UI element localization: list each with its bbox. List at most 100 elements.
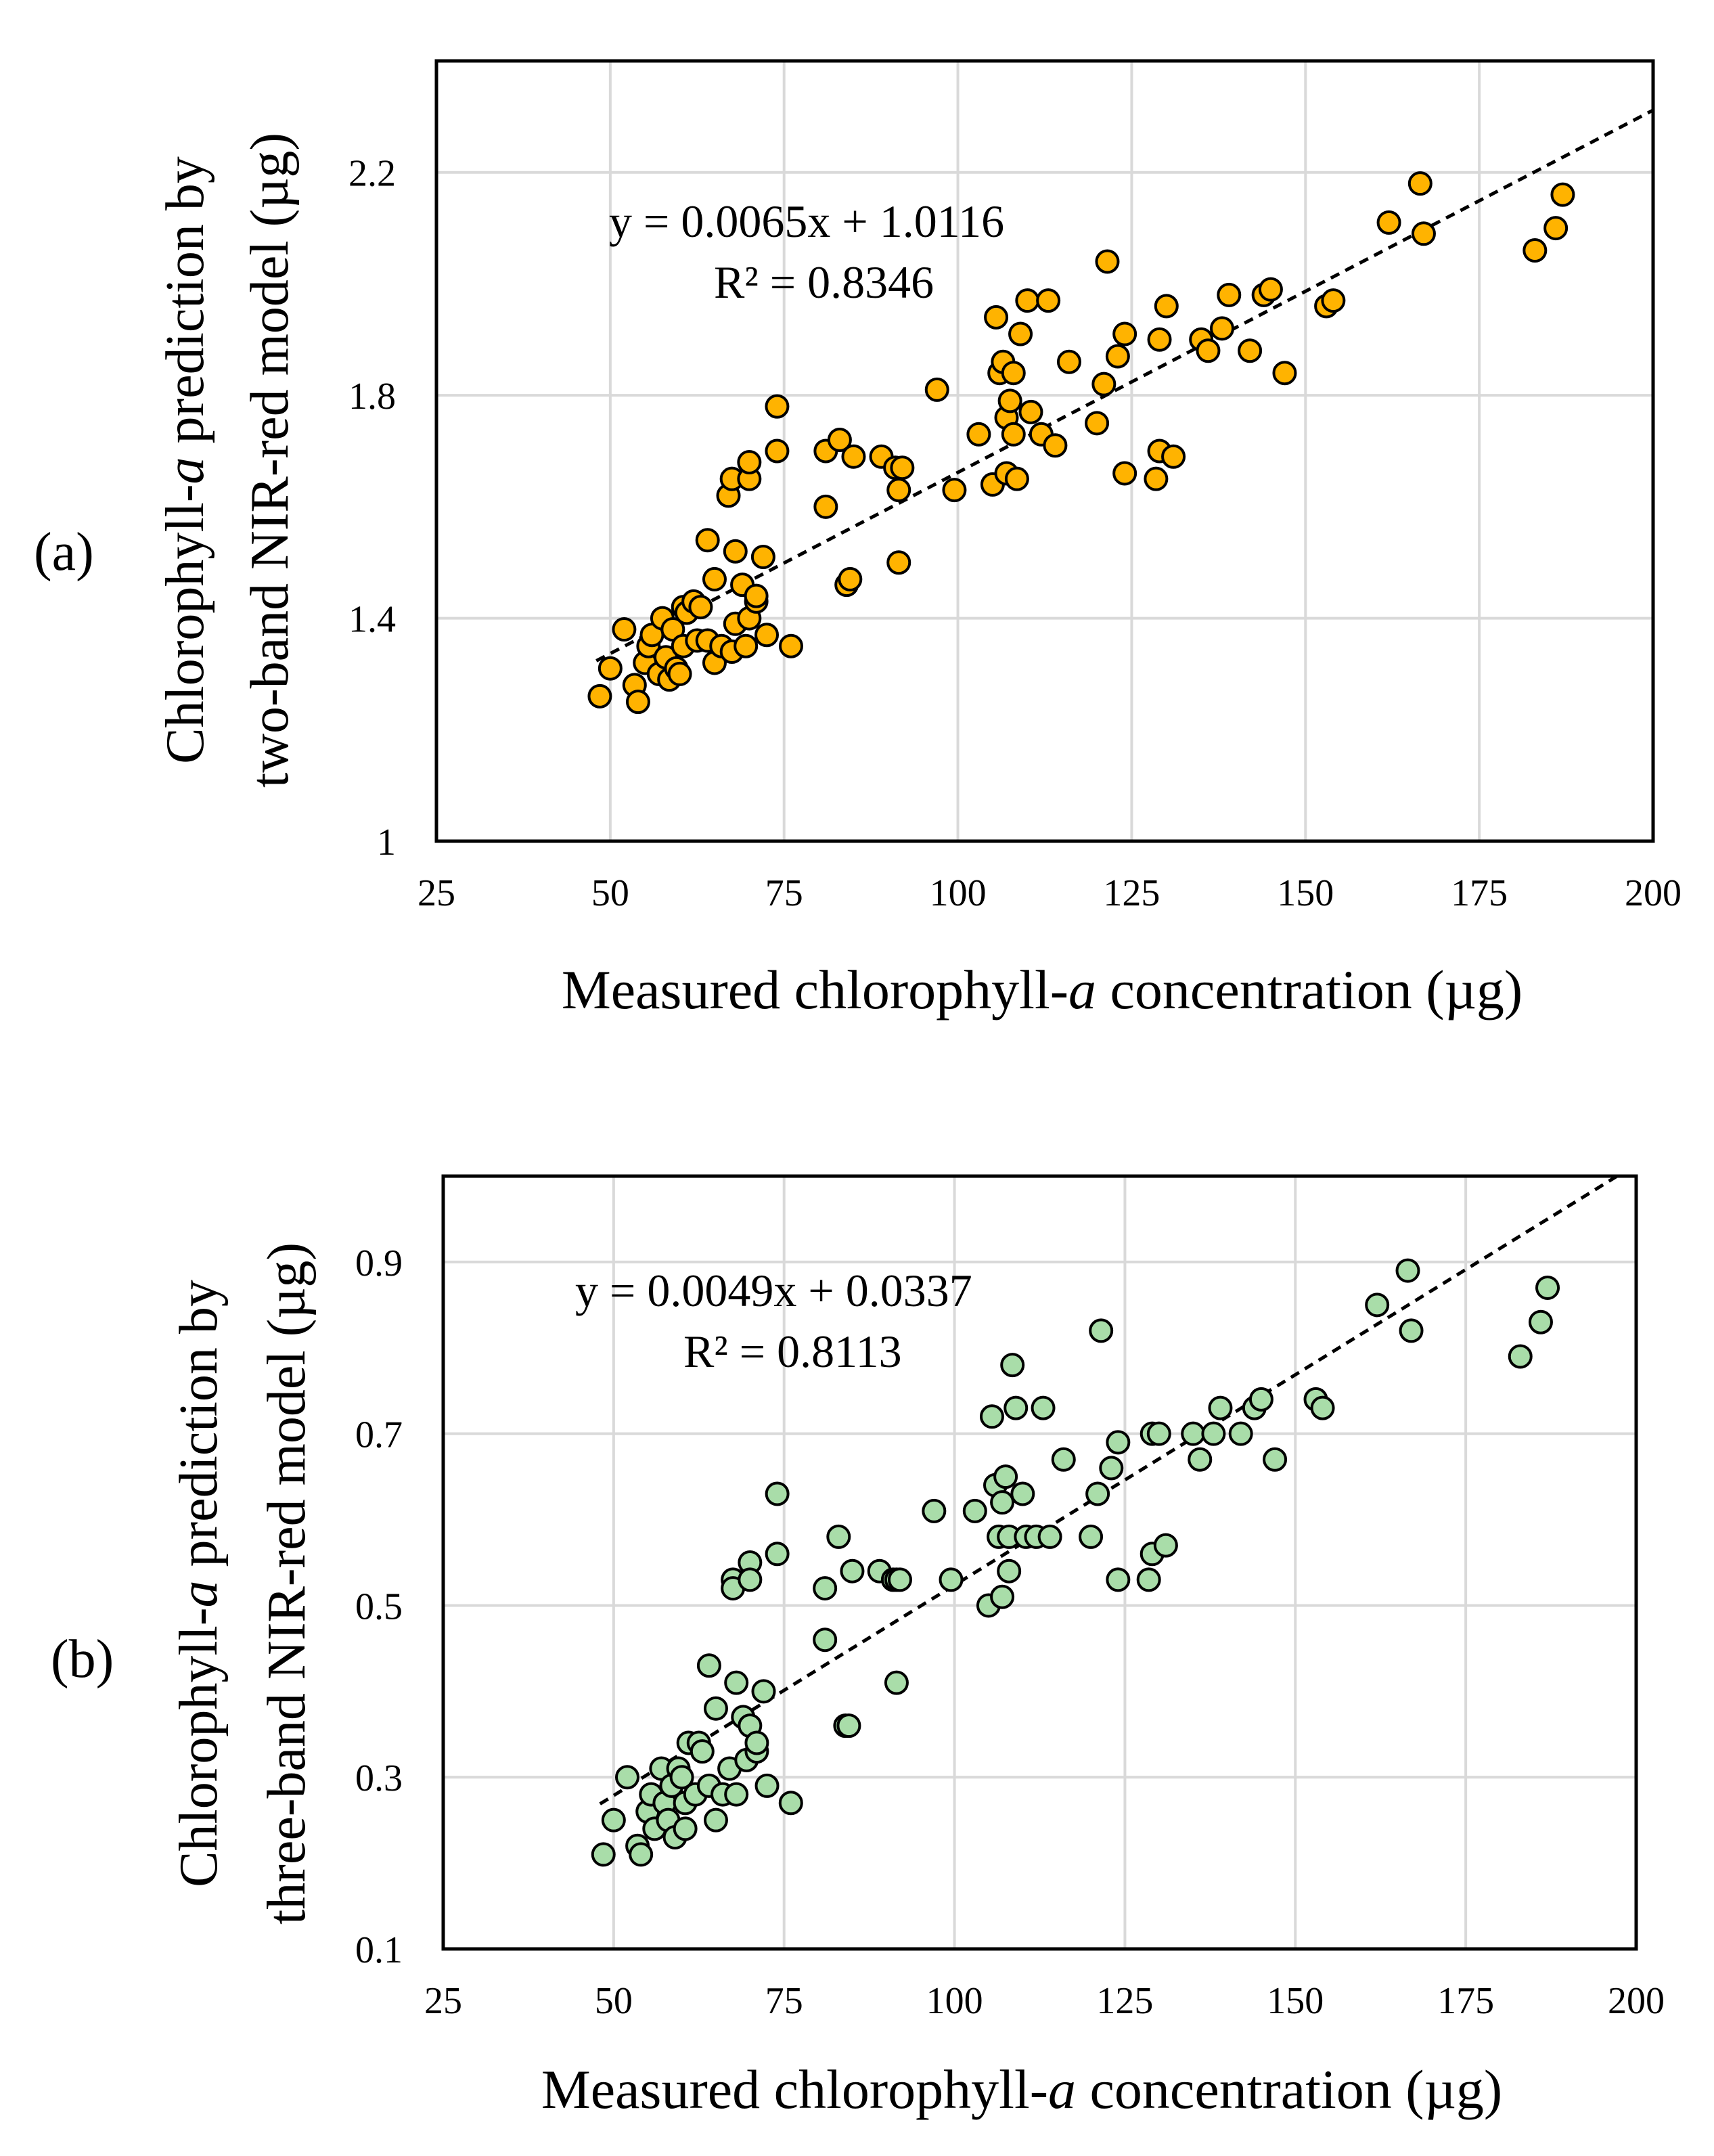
panel-b-data-point	[703, 1807, 728, 1833]
panel-b-data-point	[990, 1490, 1015, 1515]
panel-a-data-point	[1543, 216, 1569, 241]
panel-a-data-point	[1001, 361, 1026, 386]
panel-b-data-point	[1136, 1567, 1161, 1592]
panel-a-data-point	[625, 690, 650, 715]
panel-a-chart: (a) Chlorophyll-a prediction by two-band…	[34, 59, 1682, 1020]
panel-a-x-tick-label: 25	[418, 872, 455, 914]
panel-b-data-point	[979, 1404, 1004, 1429]
panel-b-data-point	[765, 1481, 790, 1506]
panel-b-label: (b)	[51, 1630, 114, 1689]
panel-b-y-tick-label: 0.9	[355, 1242, 403, 1284]
panel-a-data-point	[1238, 338, 1263, 363]
panel-a-data-point	[838, 566, 863, 591]
panel-a-data-point	[1091, 372, 1117, 397]
panel-b-data-point	[724, 1670, 749, 1695]
panel-b-data-point	[1263, 1447, 1288, 1472]
panel-a-data-point	[1196, 338, 1221, 363]
panel-b-data-point	[1031, 1395, 1056, 1420]
panel-a-data-point	[1056, 349, 1081, 374]
panel-b-x-ticks: 25 50 75 100 125 150 175 200	[424, 1980, 1665, 2022]
panel-b-data-point	[778, 1791, 803, 1816]
panel-b-data-point	[813, 1576, 838, 1601]
panel-a-data-point	[1550, 182, 1575, 207]
panel-b-data-point	[1051, 1447, 1076, 1472]
panel-b-data-point	[840, 1558, 865, 1584]
panel-a-y-tick-label: 1.8	[348, 376, 396, 418]
panel-a-data-point	[1112, 461, 1137, 486]
panel-b-data-point	[1310, 1395, 1335, 1420]
panel-b-data-point	[1153, 1533, 1178, 1558]
panel-a-data-point	[744, 583, 769, 608]
panel-a-data-point	[750, 544, 775, 569]
panel-a-x-tick-label: 100	[930, 872, 987, 914]
panel-b-x-tick-label: 150	[1267, 1980, 1324, 2022]
panel-b-data-point	[1395, 1258, 1420, 1283]
panel-b-y-ticks: 0.1 0.3 0.5 0.7 0.9	[355, 1242, 403, 1971]
panel-a-data-point	[813, 494, 838, 519]
panel-b-data-point	[922, 1498, 947, 1523]
panel-b-data-point	[1201, 1421, 1226, 1446]
panel-b-data-point	[997, 1558, 1022, 1584]
panel-b-y-tick-label: 0.1	[355, 1929, 403, 1971]
panel-a-data-point	[942, 478, 967, 503]
panel-a-data-point	[1036, 288, 1061, 313]
panel-b-data-point	[1099, 1456, 1124, 1481]
panel-b-data-point	[836, 1713, 861, 1738]
panel-a-data-point	[1258, 277, 1283, 302]
panel-b-r-squared: R² = 0.8113	[683, 1326, 902, 1377]
panel-b-data-point	[1000, 1353, 1025, 1378]
panel-a-data-point	[1217, 282, 1242, 307]
panel-b-data-point	[744, 1730, 769, 1755]
panel-a-data-point	[924, 377, 949, 402]
panel-a-x-tick-label: 75	[765, 872, 803, 914]
panel-b-data-point	[1535, 1275, 1560, 1300]
panel-b-data-point	[939, 1567, 964, 1592]
panel-a-data-point	[1272, 361, 1297, 386]
panel-a-data-point	[1004, 466, 1029, 491]
panel-b-data-point	[1003, 1395, 1029, 1420]
panel-b-data-point	[1106, 1430, 1131, 1455]
panel-a-data-point	[1043, 433, 1068, 458]
panel-a-x-tick-label: 125	[1103, 872, 1160, 914]
panel-b-points	[591, 1258, 1560, 1867]
panel-b-plot-frame	[441, 1174, 1638, 1951]
panel-b-data-point	[887, 1567, 912, 1592]
panel-a-data-point	[754, 623, 780, 648]
panel-b-data-point	[1248, 1387, 1273, 1412]
panel-a-data-point	[997, 388, 1022, 413]
panel-b-data-point	[1508, 1344, 1533, 1369]
panel-b-data-point	[673, 1816, 698, 1841]
panel-a-data-point	[841, 444, 866, 469]
panel-b-data-point	[993, 1464, 1018, 1489]
panel-a-data-point	[702, 566, 727, 591]
panel-a-x-tick-label: 200	[1625, 872, 1682, 914]
panel-b-x-tick-label: 100	[926, 1980, 983, 2022]
panel-b-x-tick-label: 175	[1437, 1980, 1494, 2022]
panel-b-data-point	[754, 1773, 780, 1798]
panel-a-label: (a)	[34, 522, 94, 582]
panel-a-data-point	[886, 550, 911, 575]
panel-a-data-point	[734, 633, 759, 658]
panel-a-data-point	[1209, 316, 1234, 341]
panel-b-data-point	[1188, 1447, 1213, 1472]
panel-b-data-point	[1181, 1421, 1206, 1446]
panel-b-y-tick-label: 0.3	[355, 1757, 403, 1799]
panel-a-data-point	[1018, 399, 1043, 424]
panel-a-data-point	[612, 617, 637, 642]
panel-b-data-point	[1079, 1524, 1104, 1549]
panel-b-x-tick-label: 75	[765, 1980, 803, 2022]
panel-b-equation: y = 0.0049x + 0.0337	[575, 1265, 972, 1316]
panel-b-x-tick-label: 200	[1608, 1980, 1665, 2022]
panel-a-data-point	[1105, 344, 1130, 369]
panel-a-x-tick-label: 50	[591, 872, 629, 914]
panel-a-y-tick-label: 2.2	[348, 153, 396, 195]
panel-a-data-point	[1321, 288, 1346, 313]
panel-b-data-point	[1089, 1318, 1114, 1343]
panel-a-data-point	[1523, 238, 1548, 263]
panel-b-data-point	[1085, 1481, 1110, 1506]
panel-b-data-point	[751, 1679, 776, 1704]
panel-a-data-point	[984, 305, 1009, 330]
panel-a-y-tick-label: 1.4	[348, 599, 396, 641]
panel-b-data-point	[703, 1696, 728, 1721]
panel-a-y-ticks: 1 1.4 1.8 2.2	[348, 153, 396, 863]
